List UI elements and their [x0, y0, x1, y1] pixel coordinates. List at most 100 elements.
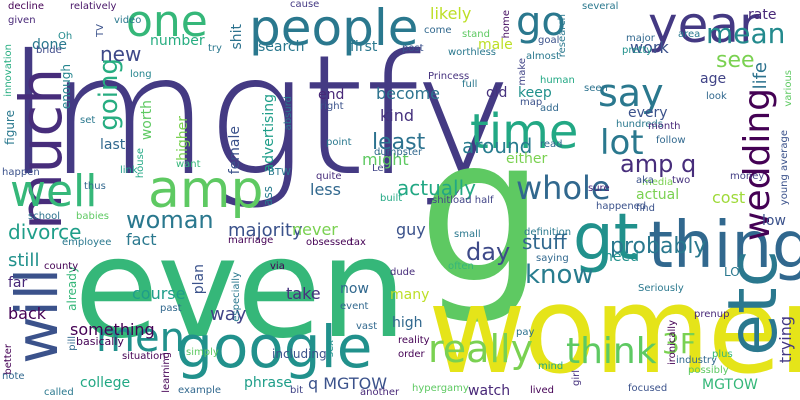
word: really: [428, 327, 534, 371]
word: via: [270, 261, 285, 272]
word: obsessed: [306, 237, 353, 248]
word: follow: [656, 135, 686, 146]
word: worth: [139, 100, 155, 141]
word: number: [150, 33, 205, 49]
word: pay: [516, 327, 535, 338]
word: girl: [571, 370, 582, 387]
word: several: [582, 1, 619, 12]
word: human: [540, 75, 575, 86]
word: especially: [231, 272, 242, 322]
word: past: [160, 303, 182, 314]
word: TV: [95, 24, 106, 37]
word: look: [706, 91, 727, 102]
word: basically: [76, 335, 124, 348]
word: Seriously: [638, 283, 684, 294]
word: pretty: [622, 45, 653, 56]
word: high: [392, 315, 423, 331]
word: plus: [712, 349, 733, 360]
word: vast: [356, 321, 378, 332]
word: still: [8, 250, 40, 271]
word: take: [286, 284, 321, 303]
word: stuff: [522, 230, 567, 254]
word: plan: [191, 264, 207, 295]
word: way: [210, 304, 247, 325]
word: whole: [516, 169, 611, 207]
word: one: [126, 0, 208, 47]
word: happen: [2, 167, 40, 178]
word: women: [428, 262, 800, 400]
word: every: [628, 105, 668, 121]
word: dumpster: [374, 147, 423, 158]
word: new: [100, 42, 142, 66]
word: keep: [518, 85, 552, 101]
word: hypergamy: [412, 383, 469, 394]
word: saying: [536, 253, 569, 264]
word: need: [604, 249, 639, 265]
word: back: [8, 304, 47, 323]
word: industry: [676, 355, 717, 366]
word: Oh: [58, 31, 73, 42]
word: probably: [610, 234, 707, 259]
word: read: [540, 139, 563, 150]
word: mind: [538, 361, 564, 372]
word: figure: [3, 110, 17, 145]
word: pill: [67, 336, 78, 351]
word: old: [486, 85, 508, 101]
word: possibly: [688, 365, 729, 376]
word: prenup: [694, 309, 730, 320]
word: men: [96, 315, 185, 361]
word: come: [424, 25, 452, 36]
word: called: [44, 387, 74, 398]
word: point: [326, 137, 352, 148]
word: advertising: [261, 94, 277, 173]
word: small: [454, 229, 481, 240]
word: least: [372, 130, 426, 155]
word: post: [402, 43, 424, 54]
word: cost: [712, 188, 746, 207]
word: end: [318, 87, 345, 103]
word: ironically: [667, 320, 678, 366]
word: know: [525, 260, 594, 290]
word: two: [672, 175, 691, 186]
word: likely: [430, 4, 472, 23]
word: day: [466, 238, 511, 266]
word: stand: [462, 29, 490, 40]
word: area: [678, 29, 701, 40]
word: make: [517, 58, 528, 86]
word: reality: [398, 335, 430, 346]
word: set: [80, 115, 96, 126]
word: lived: [530, 385, 554, 396]
word: LOL: [724, 265, 747, 279]
word: aka: [636, 175, 654, 186]
word: guy: [396, 220, 426, 239]
word: majority: [228, 220, 303, 241]
word: home: [501, 10, 512, 39]
word: q MGTOW: [308, 374, 388, 393]
word: example: [178, 385, 222, 396]
word: right: [320, 101, 344, 112]
word: Let: [372, 163, 388, 174]
word: another: [360, 387, 400, 398]
word: g: [418, 95, 545, 328]
word: almost: [526, 51, 560, 62]
word: people: [249, 0, 419, 57]
word: lot: [600, 123, 644, 163]
word: female: [227, 126, 243, 175]
word: bit: [290, 385, 304, 396]
word: map: [520, 97, 543, 108]
word: happened: [596, 201, 647, 212]
word: age: [700, 71, 727, 87]
word: actually: [397, 176, 476, 200]
word: MGTOW: [702, 377, 758, 393]
word: gt: [573, 201, 639, 275]
word: learning: [161, 352, 172, 393]
word: employee: [62, 237, 112, 248]
word: never: [292, 220, 338, 239]
word: going: [94, 58, 124, 131]
word: absurd: [283, 96, 294, 131]
word: even: [74, 208, 407, 369]
word: BTW: [268, 167, 291, 178]
word: order: [398, 349, 425, 360]
word: dude: [390, 267, 416, 278]
word: hundreds: [616, 119, 663, 130]
